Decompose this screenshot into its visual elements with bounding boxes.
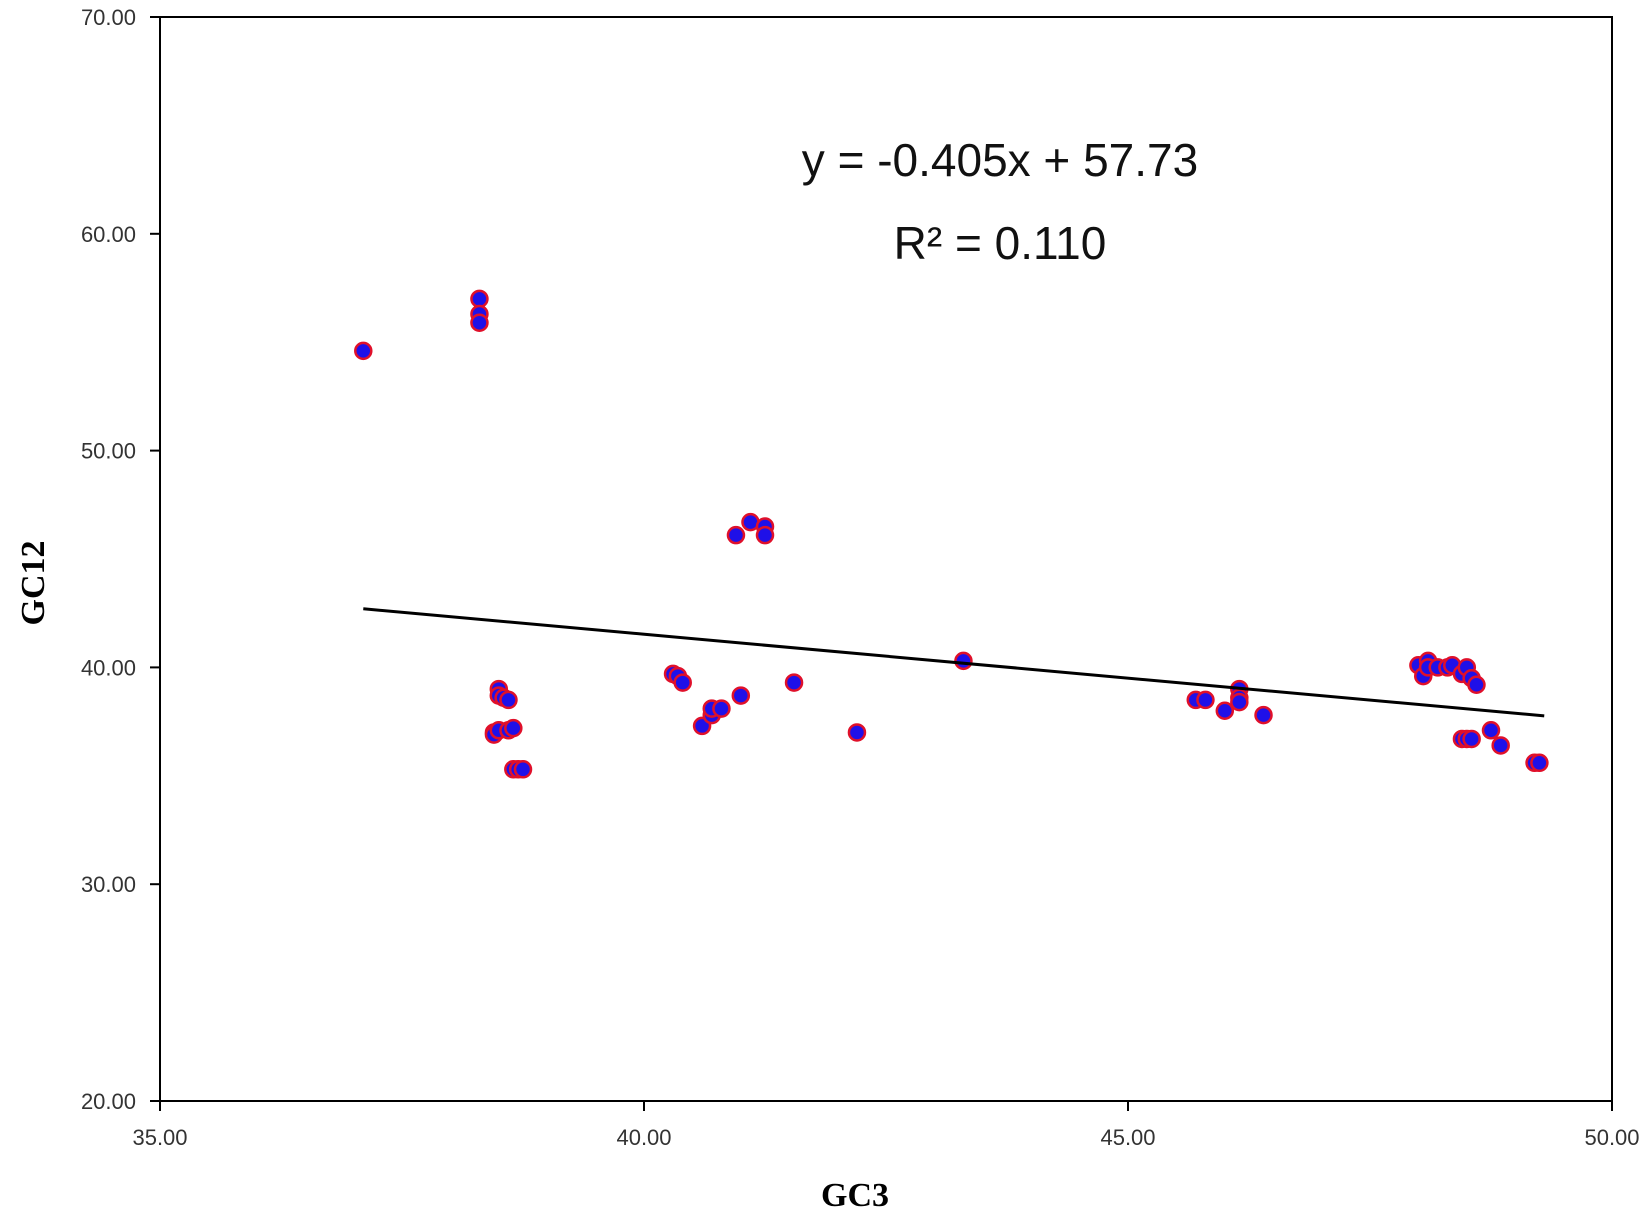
data-point <box>513 760 533 779</box>
y-tick-label: 40.00 <box>81 655 136 680</box>
data-point <box>731 686 751 705</box>
data-point <box>712 699 731 718</box>
data-point <box>1215 701 1235 721</box>
y-tick-label: 60.00 <box>81 222 136 247</box>
y-axis-title: GC12 <box>15 541 52 626</box>
data-point <box>1462 729 1481 749</box>
data-point <box>726 525 746 545</box>
data-point <box>1230 692 1249 712</box>
x-axis-ticks: 35.00 40.00 45.00 50.00 <box>132 1125 1639 1150</box>
data-point <box>1481 721 1501 740</box>
data-point <box>470 289 489 309</box>
data-point <box>755 525 775 545</box>
trendline-equation: y = -0.405x + 57.73 <box>802 134 1198 186</box>
data-point <box>1196 690 1215 710</box>
y-tick-label: 30.00 <box>81 872 136 897</box>
data-point <box>673 673 692 692</box>
x-axis-title: GC3 <box>821 1177 889 1214</box>
x-tick-label: 40.00 <box>616 1125 671 1150</box>
trendline-r-squared: R² = 0.110 <box>894 217 1107 269</box>
data-point <box>1467 675 1486 694</box>
y-tick-label: 70.00 <box>81 5 136 30</box>
data-point <box>847 723 867 742</box>
data-point <box>1491 736 1510 755</box>
data-point <box>504 718 523 738</box>
data-point <box>954 651 973 671</box>
data-point <box>470 313 489 332</box>
x-tick-label: 50.00 <box>1584 1125 1639 1150</box>
data-point <box>784 673 804 692</box>
data-point <box>354 341 373 361</box>
y-tick-label: 20.00 <box>81 1089 136 1114</box>
x-tick-label: 35.00 <box>132 1125 187 1150</box>
y-tick-label: 50.00 <box>81 439 136 464</box>
data-point <box>1530 753 1549 773</box>
data-point <box>499 690 518 710</box>
plot-area-border <box>159 16 1613 1102</box>
y-axis-ticks: 20.00 30.00 40.00 50.00 60.00 70.00 <box>81 5 136 1114</box>
trendline <box>363 607 1545 718</box>
data-point <box>1254 705 1273 725</box>
plot-frame <box>150 16 1613 1111</box>
x-tick-label: 45.00 <box>1100 1125 1155 1150</box>
